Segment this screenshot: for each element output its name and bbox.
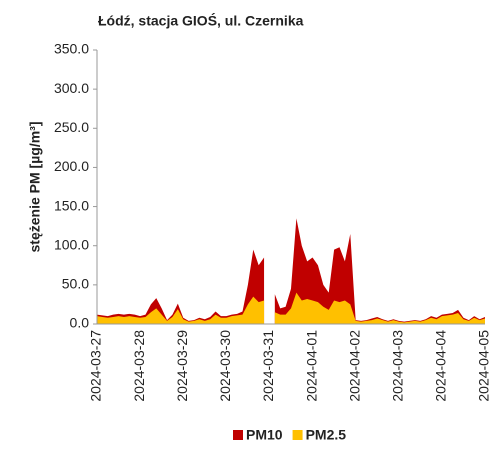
x-tick-label: 2024-04-01 [303,330,319,402]
y-tick-label: 300.0 [54,80,89,96]
area [274,218,485,324]
x-tick-label: 2024-03-28 [131,330,147,402]
x-tick-label: 2024-03-29 [174,330,190,402]
legend-swatch [233,430,243,440]
area [97,249,265,324]
y-tick-label: 100.0 [54,236,89,252]
x-tick-label: 2024-04-05 [476,330,492,402]
y-tick-label: 50.0 [62,276,89,292]
y-tick-label: 250.0 [54,119,89,135]
chart-title: Łódź, stacja GIOŚ, ul. Czernika [98,12,304,29]
y-axis-title: stężenie PM [µg/m³] [27,122,43,253]
x-tick-label: 2024-03-27 [88,330,104,402]
x-tick-label: 2024-03-31 [260,330,276,402]
y-tick-label: 150.0 [54,197,89,213]
area [274,292,485,324]
x-tick-label: 2024-04-03 [389,330,405,402]
x-tick-label: 2024-04-02 [346,330,362,402]
x-tick-label: 2024-04-04 [433,330,449,402]
legend-label: PM10 [246,427,283,443]
legend-swatch [292,430,303,440]
y-tick-label: 200.0 [54,158,89,174]
y-tick-label: 350.0 [54,41,89,57]
x-tick-label: 2024-03-30 [217,330,233,402]
y-tick-label: 0.0 [70,315,90,331]
area [97,296,265,324]
legend-label: PM2.5 [306,427,347,443]
